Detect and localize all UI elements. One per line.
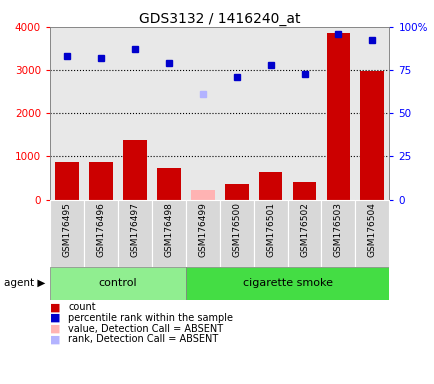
Text: agent ▶: agent ▶ <box>4 278 46 288</box>
Bar <box>355 200 388 267</box>
Text: rank, Detection Call = ABSENT: rank, Detection Call = ABSENT <box>68 334 218 344</box>
Title: GDS3132 / 1416240_at: GDS3132 / 1416240_at <box>138 12 300 26</box>
Text: GSM176497: GSM176497 <box>130 202 139 257</box>
Bar <box>287 200 321 267</box>
Bar <box>224 184 248 200</box>
Bar <box>84 200 118 267</box>
Bar <box>151 200 185 267</box>
Text: ■: ■ <box>50 313 60 323</box>
Text: value, Detection Call = ABSENT: value, Detection Call = ABSENT <box>68 324 223 334</box>
Bar <box>157 168 180 200</box>
Bar <box>185 200 219 267</box>
Bar <box>89 162 112 200</box>
Text: control: control <box>99 278 137 288</box>
Bar <box>55 162 79 200</box>
Bar <box>219 200 253 267</box>
Bar <box>118 200 151 267</box>
Bar <box>258 172 282 200</box>
Bar <box>50 267 185 300</box>
Text: GSM176495: GSM176495 <box>62 202 71 257</box>
Text: ■: ■ <box>50 334 60 344</box>
Text: GSM176499: GSM176499 <box>198 202 207 257</box>
Text: count: count <box>68 302 96 312</box>
Text: ■: ■ <box>50 302 60 312</box>
Text: GSM176503: GSM176503 <box>333 202 342 257</box>
Text: GSM176496: GSM176496 <box>96 202 105 257</box>
Bar <box>326 33 349 200</box>
Bar <box>292 182 316 200</box>
Bar <box>191 190 214 200</box>
Text: GSM176500: GSM176500 <box>232 202 240 257</box>
Bar <box>321 200 355 267</box>
Text: cigarette smoke: cigarette smoke <box>242 278 332 288</box>
Bar <box>185 267 388 300</box>
Bar <box>123 141 146 200</box>
Text: percentile rank within the sample: percentile rank within the sample <box>68 313 233 323</box>
Text: GSM176501: GSM176501 <box>266 202 274 257</box>
Text: GSM176502: GSM176502 <box>299 202 308 257</box>
Text: GSM176498: GSM176498 <box>164 202 173 257</box>
Text: GSM176504: GSM176504 <box>367 202 376 257</box>
Bar <box>253 200 287 267</box>
Bar <box>360 71 383 200</box>
Text: ■: ■ <box>50 324 60 334</box>
Bar <box>50 200 84 267</box>
